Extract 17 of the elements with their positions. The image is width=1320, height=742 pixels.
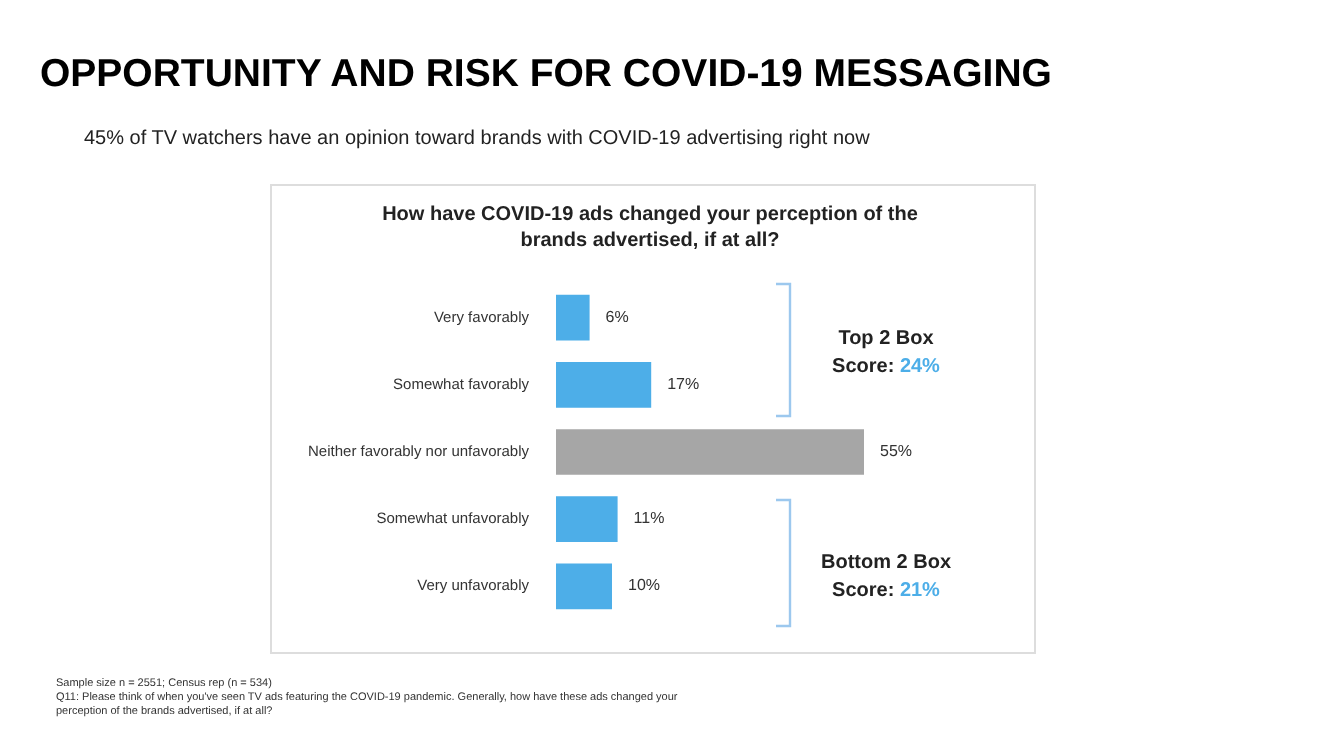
data-label: 10%	[628, 576, 661, 595]
data-label: 17%	[667, 374, 700, 393]
data-label: 55%	[880, 442, 913, 460]
annotation: Bottom 2 Box	[819, 550, 953, 578]
bar	[556, 496, 618, 543]
chart-title: OPPORTUNITY AND RISK FOR COVID-19 MESSAGING	[40, 52, 1052, 98]
annotation: Score: 21%	[830, 578, 942, 606]
bar	[556, 563, 612, 610]
data-label: 6%	[605, 307, 629, 326]
bar	[556, 429, 864, 475]
annotation: Top 2 Box	[836, 326, 936, 354]
annotation: Score: 24%	[830, 354, 942, 382]
chart-subtitle: 45% of TV watchers have an opinion toward brands with COVID-19 advertising right now	[84, 128, 870, 150]
text: How have COVID-19 ads changed your perception of the brands advertised, if at all?	[380, 202, 920, 254]
data-label: 11%	[633, 509, 665, 528]
bar	[556, 294, 590, 341]
bar	[556, 361, 652, 408]
